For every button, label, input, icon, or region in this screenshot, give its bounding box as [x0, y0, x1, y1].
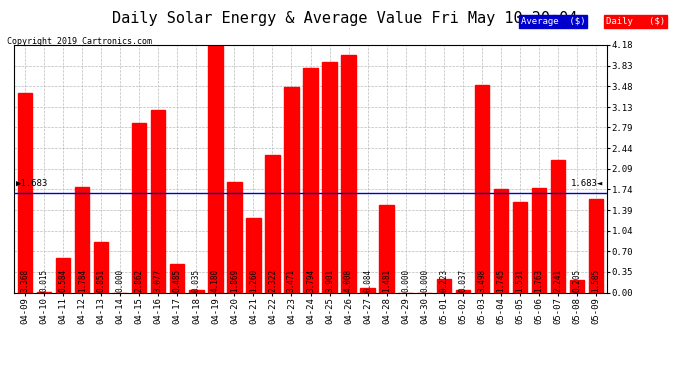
Text: 2.322: 2.322 — [268, 269, 277, 292]
Text: 1.481: 1.481 — [382, 269, 391, 292]
Text: 1.260: 1.260 — [249, 269, 258, 292]
Text: 1.763: 1.763 — [534, 269, 543, 292]
Bar — [227, 182, 242, 292]
Text: 3.368: 3.368 — [21, 269, 30, 292]
Text: 2.241: 2.241 — [553, 269, 562, 292]
Text: 1.745: 1.745 — [496, 269, 505, 292]
Text: 3.471: 3.471 — [287, 269, 296, 292]
Text: 1.784: 1.784 — [78, 269, 87, 292]
Text: 0.584: 0.584 — [59, 269, 68, 292]
Bar — [455, 290, 470, 292]
Text: 1.585: 1.585 — [591, 269, 600, 292]
Text: 0.000: 0.000 — [401, 269, 410, 292]
Bar — [75, 187, 90, 292]
Bar — [570, 280, 584, 292]
Text: 0.851: 0.851 — [97, 269, 106, 292]
Bar — [380, 205, 394, 292]
Text: 1.531: 1.531 — [515, 269, 524, 292]
Text: Average  ($): Average ($) — [521, 17, 585, 26]
Text: 0.015: 0.015 — [40, 269, 49, 292]
Bar — [266, 155, 279, 292]
Bar — [437, 279, 451, 292]
Bar — [304, 68, 317, 292]
Bar — [94, 242, 108, 292]
Bar — [132, 123, 146, 292]
Text: 0.000: 0.000 — [420, 269, 429, 292]
Bar — [342, 55, 355, 292]
Bar — [151, 110, 166, 292]
Text: 3.901: 3.901 — [325, 269, 334, 292]
Text: 4.008: 4.008 — [344, 269, 353, 292]
Bar — [589, 199, 603, 292]
Bar — [475, 86, 489, 292]
Text: 1.683◄: 1.683◄ — [571, 179, 603, 188]
Bar — [322, 62, 337, 292]
Text: 0.035: 0.035 — [192, 269, 201, 292]
Text: 0.037: 0.037 — [458, 269, 467, 292]
Bar — [513, 202, 527, 292]
Text: 3.077: 3.077 — [154, 269, 163, 292]
Bar — [208, 45, 223, 292]
Bar — [56, 258, 70, 292]
Text: 0.485: 0.485 — [173, 269, 182, 292]
Text: Copyright 2019 Cartronics.com: Copyright 2019 Cartronics.com — [7, 38, 152, 46]
Text: 0.084: 0.084 — [363, 269, 372, 292]
Bar — [360, 288, 375, 292]
Bar — [284, 87, 299, 292]
Text: ▶1.683: ▶1.683 — [16, 179, 48, 188]
Bar — [246, 218, 261, 292]
Text: 0.223: 0.223 — [439, 269, 448, 292]
Bar — [170, 264, 184, 292]
Text: 0.000: 0.000 — [116, 269, 125, 292]
Bar — [189, 290, 204, 292]
Text: 3.498: 3.498 — [477, 269, 486, 292]
Text: Daily   ($): Daily ($) — [606, 17, 665, 26]
Bar — [531, 188, 546, 292]
Text: 2.862: 2.862 — [135, 269, 144, 292]
Text: 4.180: 4.180 — [211, 269, 220, 292]
Text: 0.205: 0.205 — [572, 269, 581, 292]
Bar — [493, 189, 508, 292]
Bar — [18, 93, 32, 292]
Bar — [551, 160, 565, 292]
Text: Daily Solar Energy & Average Value Fri May 10 20:04: Daily Solar Energy & Average Value Fri M… — [112, 11, 578, 26]
Text: 1.869: 1.869 — [230, 269, 239, 292]
Text: 3.794: 3.794 — [306, 269, 315, 292]
